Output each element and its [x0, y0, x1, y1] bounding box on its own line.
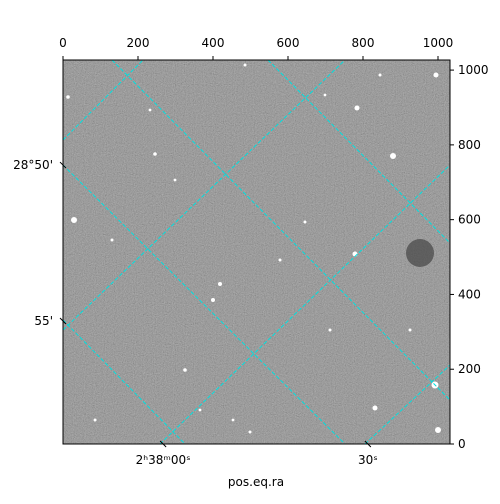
y-tick-label: 600 — [458, 213, 481, 227]
coordinate-grid — [63, 60, 450, 444]
y-tick-label: 400 — [458, 287, 481, 301]
frame — [62, 59, 451, 445]
x-tick-label: 800 — [352, 36, 375, 50]
x-tick-label: 600 — [277, 36, 300, 50]
dec-tick — [59, 317, 67, 325]
sky-image — [63, 60, 450, 444]
x-tick-label: 400 — [202, 36, 225, 50]
y-tick-label: 800 — [458, 138, 481, 152]
ra-tick-label: 2ʰ38ᵐ00ˢ — [136, 453, 191, 467]
y-tick-label: 1000 — [458, 63, 489, 77]
ra-tick-label: 30ˢ — [358, 453, 378, 467]
dec-tick-label: 55' — [34, 314, 53, 328]
ra-tick — [159, 440, 167, 448]
dec-tick — [59, 161, 67, 169]
y-tick-label: 200 — [458, 362, 481, 376]
x-label: pos.eq.ra — [228, 475, 284, 489]
ra-tick — [364, 440, 372, 448]
x-tick-label: 0 — [59, 36, 67, 50]
x-tick-label: 200 — [127, 36, 150, 50]
y-tick-label: 0 — [458, 437, 466, 451]
dec-tick-label: 28°50' — [13, 158, 53, 172]
x-tick-label: 1000 — [423, 36, 454, 50]
